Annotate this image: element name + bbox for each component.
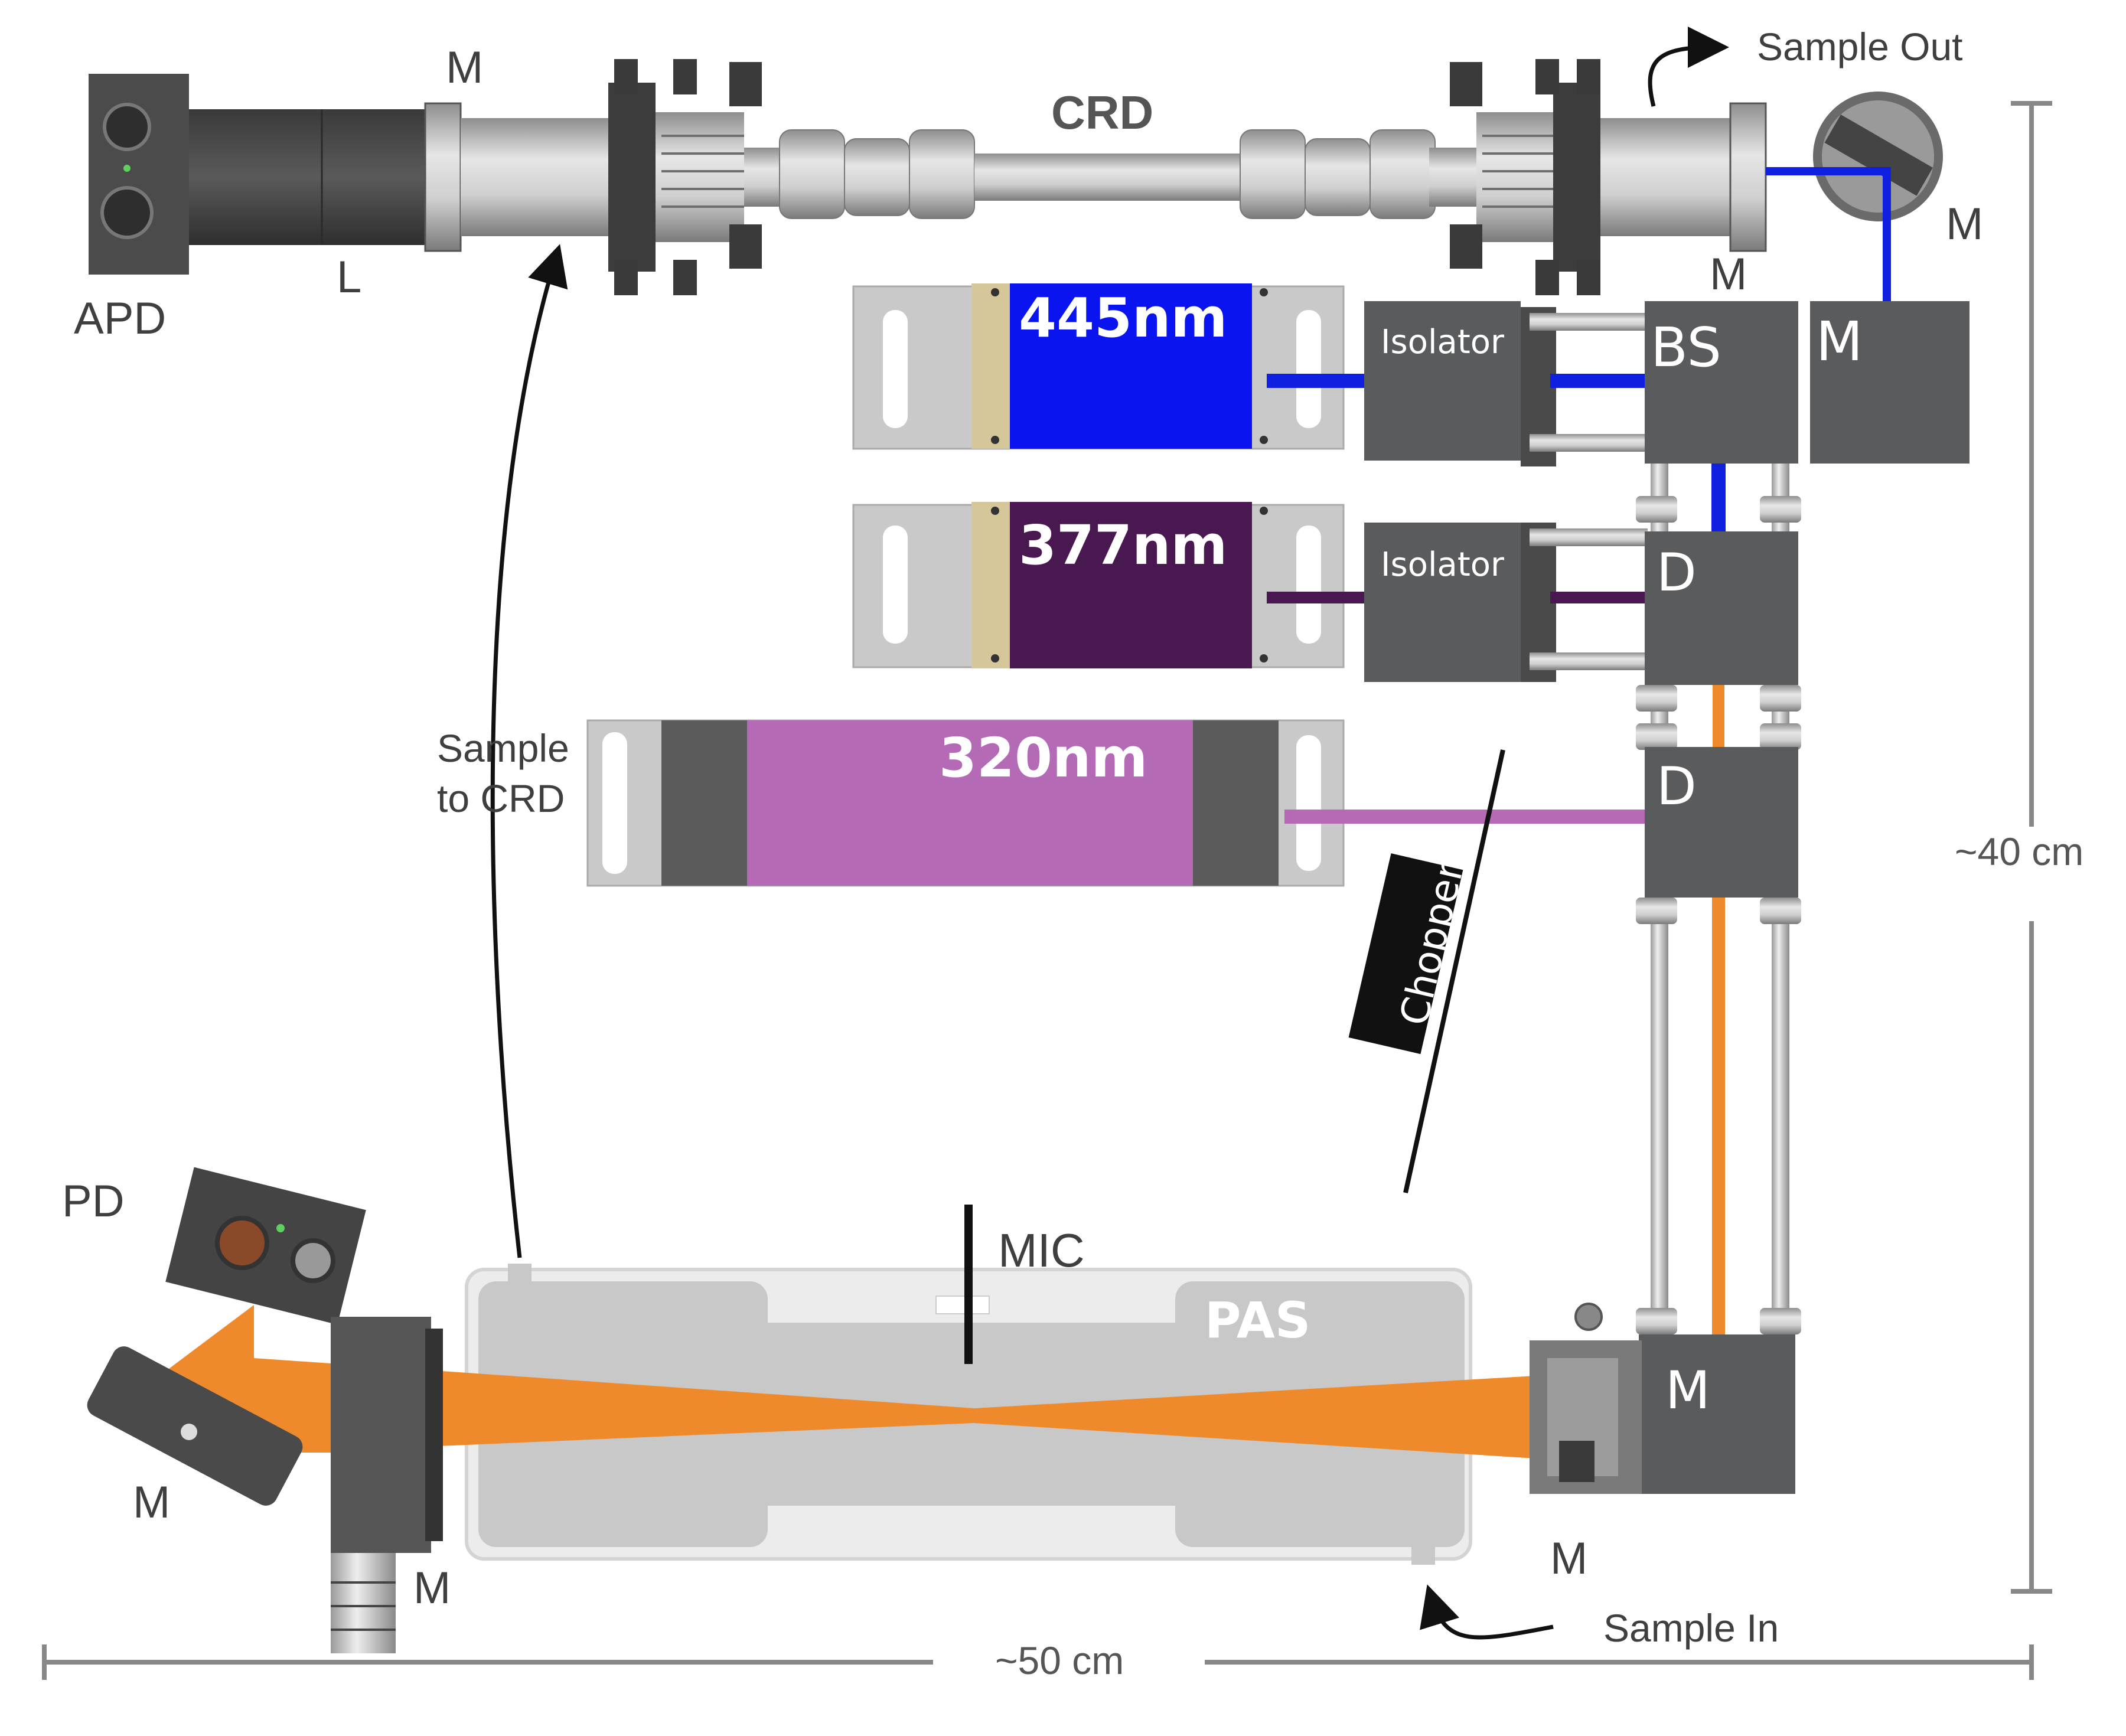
label-m-top-left: M <box>446 43 483 93</box>
apd-detector <box>89 74 425 275</box>
label-crd: CRD <box>1051 86 1153 139</box>
label-m-left-bottom: M <box>413 1563 451 1613</box>
label-d-1: D <box>1657 542 1697 603</box>
label-m-box-top: M <box>1816 310 1863 373</box>
isolator-1 <box>1364 301 1648 466</box>
pd-detector <box>165 1167 366 1325</box>
label-pas: PAS <box>1205 1291 1310 1349</box>
label-m-bottom-right: M <box>1550 1533 1587 1584</box>
label-l: L <box>337 252 361 302</box>
label-377nm: 377nm <box>1019 514 1227 577</box>
laser-377-module <box>852 502 1345 668</box>
label-pd: PD <box>62 1176 125 1226</box>
m-cube-top <box>1810 301 1970 464</box>
d-cube-2 <box>1645 747 1798 898</box>
label-m-top-right: M <box>1946 199 1983 249</box>
label-apd: APD <box>74 293 166 344</box>
crd-right-flange <box>1450 59 1767 295</box>
label-sample-out: Sample Out <box>1757 25 1963 68</box>
orange-beam-pas <box>425 1370 1639 1458</box>
microphone <box>935 1205 990 1364</box>
label-width-dimension: ~50 cm <box>995 1639 1124 1682</box>
label-m-left-tilted: M <box>133 1477 170 1528</box>
label-isolator-1: Isolator <box>1381 323 1505 361</box>
label-sample-to-crd-2: to CRD <box>437 776 565 820</box>
sample-in-arrow <box>1420 1584 1554 1640</box>
isolator-2 <box>1364 523 1648 682</box>
label-m-top-right-lower: M <box>1710 249 1747 299</box>
height-dimension <box>2011 101 2052 1594</box>
d-cube-1 <box>1645 531 1798 685</box>
crd-tube <box>744 129 1476 219</box>
label-height-dimension: ~40 cm <box>1955 830 2083 873</box>
label-d-2: D <box>1657 756 1697 817</box>
blue-beam-top <box>1766 167 1891 307</box>
label-320nm: 320nm <box>939 726 1147 789</box>
left-mirror-tilted <box>87 1346 303 1506</box>
bottom-right-mirror-mount <box>1530 1303 1642 1494</box>
left-mirror-bottom <box>331 1317 443 1653</box>
sample-to-crd-arrow <box>490 244 568 1258</box>
m-cube-bottom <box>1639 1334 1795 1494</box>
chopper <box>1348 749 1505 1193</box>
label-445nm: 445nm <box>1019 286 1227 350</box>
label-mic: MIC <box>998 1224 1085 1277</box>
label-m-box-bottom: M <box>1665 1360 1710 1421</box>
top-right-mirror-mount <box>1813 92 1943 221</box>
width-dimension <box>42 1644 2034 1680</box>
label-sample-in: Sample In <box>1603 1606 1779 1650</box>
label-sample-to-crd-1: Sample <box>437 726 569 770</box>
label-bs: BS <box>1651 316 1721 379</box>
label-isolator-2: Isolator <box>1381 546 1505 584</box>
bs-cube <box>1645 301 1798 464</box>
sample-out-arrow <box>1648 27 1729 107</box>
laser-320-module <box>586 719 1345 887</box>
crd-left-flange <box>424 59 762 295</box>
laser-445-module <box>852 283 1345 450</box>
